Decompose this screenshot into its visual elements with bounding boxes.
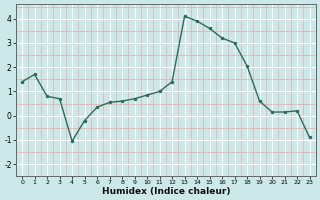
X-axis label: Humidex (Indice chaleur): Humidex (Indice chaleur) [101, 187, 230, 196]
